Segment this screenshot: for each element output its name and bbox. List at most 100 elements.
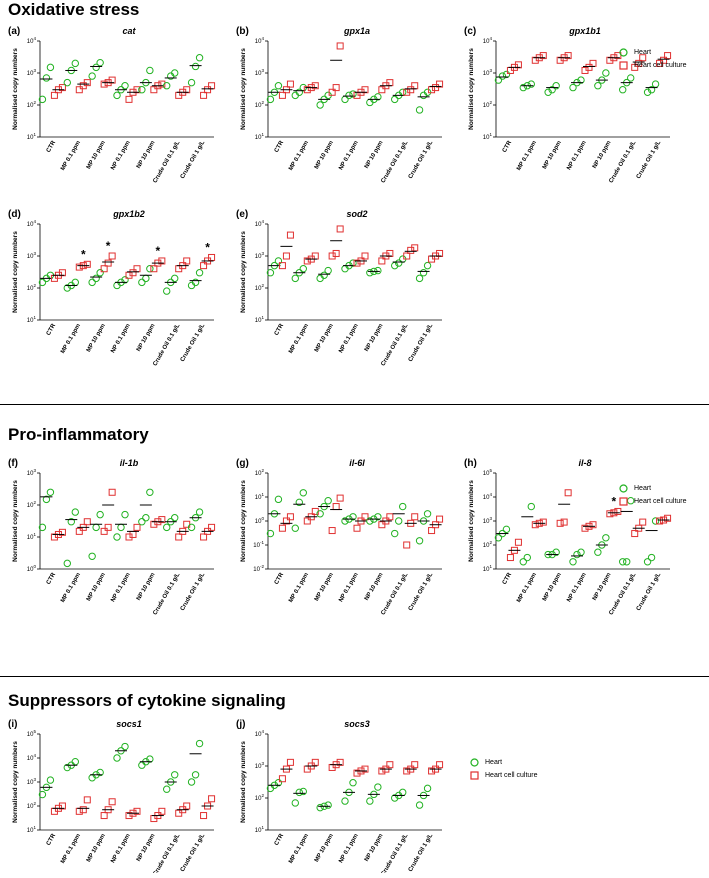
heart-point — [374, 783, 382, 791]
y-tick-label: 102 — [255, 468, 265, 477]
culture-point — [208, 795, 216, 803]
legend-culture-marker — [470, 771, 479, 780]
culture-point — [50, 91, 58, 99]
chart-b-svg: (b) gpx1a 101 102 103 104 Normalised copy numb… — [236, 26, 444, 185]
culture-point — [639, 518, 647, 526]
heart-point — [523, 553, 531, 562]
heart-point — [146, 265, 154, 273]
x-tick-label: MP 10 ppm — [314, 833, 335, 863]
heart-point — [71, 59, 79, 68]
culture-point — [286, 231, 294, 239]
heart-point — [395, 259, 403, 267]
x-tick-label: Crude Oil 0.1 g/L — [152, 833, 181, 873]
heart-point — [38, 523, 47, 532]
heart-point — [266, 269, 275, 277]
x-tick-label: NP 10 ppm — [364, 140, 385, 170]
heart-point — [191, 278, 200, 287]
heart-point — [117, 523, 125, 532]
y-axis-label: Normalised copy numbers — [240, 480, 247, 562]
culture-point — [200, 812, 208, 820]
culture-point — [428, 527, 436, 535]
x-tick-label: MP 0.1 ppm — [288, 833, 310, 865]
culture-point — [635, 59, 643, 67]
x-tick-label: NP 0.1 ppm — [566, 140, 587, 171]
culture-point — [328, 88, 336, 96]
y-tick-label: 105 — [483, 468, 493, 477]
heart-point — [92, 523, 100, 532]
x-tick-label: NP 10 ppm — [364, 572, 385, 602]
heart-point — [623, 558, 631, 566]
culture-point — [639, 54, 647, 62]
heart-point — [643, 558, 652, 566]
x-tick-label: NP 0.1 ppm — [338, 323, 359, 354]
culture-point — [286, 758, 294, 766]
heart-point — [191, 771, 200, 779]
chart-title: socs1 — [116, 719, 142, 729]
legend-inflammatory: Heart Heart cell culture — [619, 482, 687, 508]
culture-point — [539, 52, 547, 60]
culture-point — [100, 812, 108, 820]
heart-point — [299, 787, 307, 796]
heart-point — [366, 269, 374, 277]
chart-h-svg: (h) il-8 101 102 103 104 105 Normalised copy nu… — [464, 458, 672, 616]
heart-point — [88, 552, 96, 560]
culture-point — [108, 252, 116, 260]
heart-point — [96, 269, 104, 277]
heart-point — [274, 495, 283, 504]
y-tick-label: 101 — [27, 132, 37, 141]
heart-point — [113, 754, 121, 762]
y-tick-label: 101 — [27, 532, 37, 541]
heart-point — [415, 106, 424, 114]
heart-point — [619, 558, 627, 566]
heart-point — [423, 261, 432, 270]
y-tick-label: 104 — [255, 219, 265, 228]
x-tick-label: MP 0.1 ppm — [516, 140, 538, 172]
y-tick-label: 101 — [255, 315, 265, 324]
legend-heart-marker — [470, 758, 479, 767]
culture-point — [378, 86, 386, 94]
culture-point — [58, 84, 66, 92]
culture-point — [129, 269, 137, 277]
heart-point — [295, 788, 303, 797]
culture-point — [361, 513, 369, 521]
culture-point — [336, 42, 344, 50]
culture-point — [560, 518, 568, 526]
heart-point — [96, 768, 104, 777]
x-tick-label: Crude Oil 0.1 g/L — [608, 140, 637, 185]
y-tick-label: 104 — [27, 219, 37, 228]
heart-point — [291, 524, 299, 532]
heart-point — [341, 95, 349, 104]
culture-point — [539, 518, 547, 526]
y-tick-label: 102 — [27, 500, 37, 509]
heart-point — [391, 794, 399, 802]
heart-point — [67, 518, 75, 526]
chart-title: gpx1b2 — [112, 209, 145, 219]
heart-point — [171, 274, 179, 283]
y-tick-label: 101 — [255, 132, 265, 141]
heart-point — [498, 72, 507, 80]
heart-point — [163, 523, 171, 532]
heart-point — [187, 778, 196, 786]
y-tick-label: 103 — [255, 251, 265, 260]
section-divider-2 — [0, 676, 709, 677]
y-tick-label: 10-1 — [253, 540, 264, 549]
x-tick-label: Crude Oil 0.1 g/L — [380, 140, 409, 185]
heart-point — [266, 95, 275, 104]
chart-panel-a-cat: (a) cat 101 102 103 104 Normalised copy number… — [0, 20, 230, 205]
y-tick-label: 104 — [255, 36, 265, 45]
heart-point — [602, 69, 610, 77]
culture-point — [104, 523, 112, 531]
heart-point — [594, 548, 602, 556]
x-tick-label: MP 10 ppm — [86, 833, 107, 863]
y-tick-label: 104 — [27, 753, 37, 762]
heart-point — [195, 508, 204, 516]
culture-point — [303, 86, 311, 94]
culture-point — [589, 521, 597, 529]
heart-point — [324, 497, 332, 505]
x-tick-label: MP 0.1 ppm — [60, 833, 82, 865]
y-axis-label: Normalised copy numbers — [468, 48, 475, 130]
x-tick-label: NP 0.1 ppm — [110, 140, 131, 171]
significance-star: * — [205, 240, 210, 254]
culture-point — [378, 767, 386, 775]
culture-point — [564, 489, 572, 497]
